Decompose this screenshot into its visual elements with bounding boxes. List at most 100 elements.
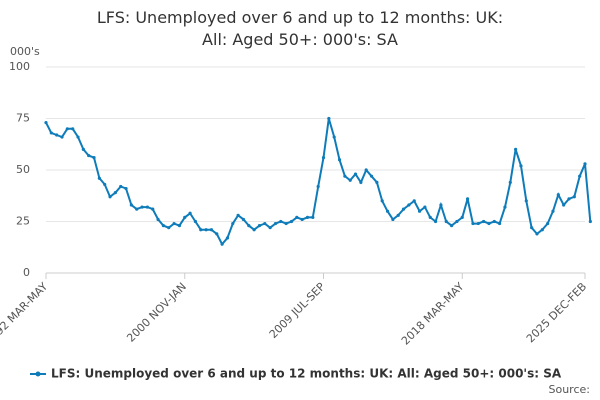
point xyxy=(348,178,352,182)
point xyxy=(204,228,208,232)
point xyxy=(92,156,96,160)
point xyxy=(514,147,518,151)
point xyxy=(103,182,107,187)
point xyxy=(156,217,160,222)
point xyxy=(562,203,566,207)
point xyxy=(465,197,470,201)
point xyxy=(183,215,187,219)
point xyxy=(327,116,331,121)
point xyxy=(588,219,592,224)
source: Source: xyxy=(549,383,591,396)
point xyxy=(295,215,299,219)
point xyxy=(343,174,347,178)
chart-title: LFS: Unemployed over 6 and up to 12 mont… xyxy=(97,8,503,49)
point xyxy=(428,215,432,219)
point xyxy=(503,205,507,209)
point xyxy=(412,199,416,203)
point xyxy=(583,162,587,166)
y-tick-label: 50 xyxy=(16,163,30,176)
legend-marker xyxy=(35,371,41,377)
point xyxy=(375,180,379,184)
line xyxy=(45,118,592,246)
point xyxy=(380,199,384,203)
point xyxy=(401,207,406,211)
point xyxy=(455,219,459,224)
point xyxy=(87,153,91,158)
point xyxy=(337,158,342,162)
point xyxy=(108,195,112,199)
point xyxy=(316,184,320,189)
point xyxy=(209,228,214,232)
point xyxy=(578,174,582,178)
point xyxy=(321,156,326,160)
y-tick-label: 0 xyxy=(23,266,30,279)
point xyxy=(311,215,315,219)
point xyxy=(273,221,278,226)
point xyxy=(364,168,368,172)
point xyxy=(332,135,336,139)
legend-label: LFS: Unemployed over 6 and up to 12 mont… xyxy=(51,367,562,381)
point xyxy=(508,180,512,184)
point xyxy=(71,127,75,131)
point xyxy=(444,219,448,224)
point xyxy=(417,209,422,213)
point xyxy=(199,228,203,232)
point xyxy=(145,205,149,209)
point xyxy=(97,176,101,180)
point xyxy=(567,197,571,201)
point xyxy=(65,127,69,131)
point xyxy=(268,226,272,230)
point xyxy=(535,232,539,236)
point xyxy=(391,217,395,222)
x-tick-label: 2018 MAR-MAY xyxy=(399,280,467,348)
point xyxy=(300,217,304,222)
point xyxy=(289,219,294,224)
point xyxy=(540,228,544,232)
point xyxy=(188,211,192,215)
point xyxy=(476,221,480,226)
y-tick-label: 75 xyxy=(16,112,30,125)
point xyxy=(369,174,374,178)
point xyxy=(530,226,534,230)
point xyxy=(252,228,256,232)
point xyxy=(572,195,576,199)
y-tick-label: 100 xyxy=(9,60,30,73)
point xyxy=(161,224,166,228)
point xyxy=(487,221,491,226)
y-axis-label: 000's xyxy=(10,45,40,58)
point xyxy=(546,221,550,226)
point xyxy=(172,221,176,226)
point xyxy=(519,164,523,168)
point xyxy=(353,172,358,176)
point xyxy=(284,221,288,226)
point xyxy=(247,224,251,228)
point xyxy=(449,224,454,228)
point xyxy=(385,209,390,213)
point xyxy=(423,205,427,209)
point xyxy=(305,215,310,219)
point xyxy=(433,219,438,224)
x-tick-label: 2009 JUL-SEP xyxy=(267,280,328,341)
point xyxy=(498,221,502,226)
point xyxy=(231,221,235,226)
point xyxy=(471,221,475,226)
point xyxy=(55,133,59,137)
point xyxy=(396,213,400,217)
point xyxy=(236,213,240,217)
point xyxy=(225,236,230,240)
point xyxy=(482,219,486,224)
point xyxy=(129,203,133,207)
point xyxy=(49,131,53,135)
point xyxy=(492,219,496,224)
point xyxy=(81,147,85,151)
point xyxy=(241,217,246,222)
point xyxy=(76,135,80,139)
point xyxy=(135,207,139,211)
point xyxy=(60,135,64,139)
point xyxy=(407,203,411,207)
point xyxy=(215,232,219,236)
point xyxy=(151,207,155,211)
point xyxy=(263,221,267,226)
point xyxy=(524,199,528,203)
